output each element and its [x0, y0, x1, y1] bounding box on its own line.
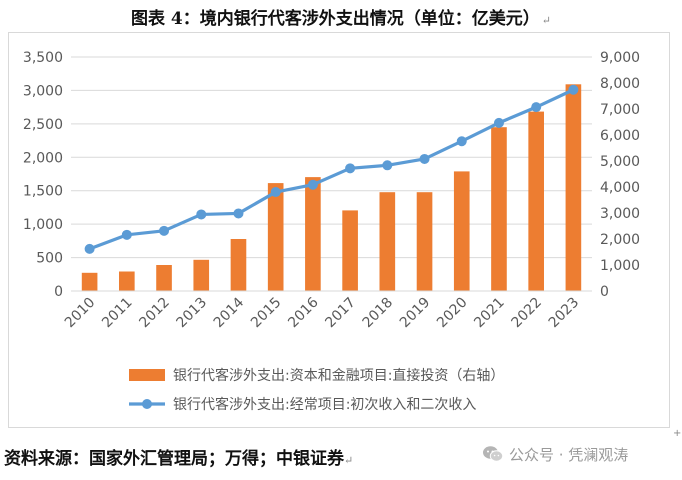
line-point	[456, 136, 467, 147]
corner-mark: +	[673, 428, 682, 439]
y-left-tick-label: 2,000	[23, 150, 63, 166]
bar	[305, 177, 321, 291]
bar	[491, 127, 507, 291]
paragraph-mark: ↵	[344, 454, 354, 467]
y-right-tick-label: 1,000	[600, 258, 640, 274]
line-point	[419, 153, 430, 164]
line-point	[196, 209, 207, 220]
x-tick-label: 2012	[136, 295, 173, 332]
x-tick-label: 2017	[322, 295, 359, 332]
source-text: 资料来源：国家外汇管理局；万得；中银证券	[4, 449, 344, 469]
x-tick-label: 2011	[99, 295, 136, 332]
legend-swatch-bar	[129, 369, 165, 381]
y-right-tick-label: 7,000	[600, 102, 640, 118]
chart-frame: 0 500 1,000 1,500 2,000 2,500 3,000 3,500 0 1,00…	[8, 32, 670, 428]
bar	[453, 171, 470, 291]
y-left-tick-label: 500	[36, 251, 63, 267]
bar	[565, 84, 582, 291]
y-right-tick-label: 8,000	[600, 76, 640, 92]
y-right-tick-label: 6,000	[600, 128, 640, 144]
bar	[81, 272, 98, 291]
x-tick-label: 2013	[174, 295, 211, 332]
x-tick-label: 2018	[360, 295, 397, 332]
x-tick-label: 2020	[434, 295, 471, 332]
y-right-tick-label: 4,000	[600, 180, 640, 196]
line-point	[382, 160, 393, 171]
x-axis: 2010 2011 2012 2013 2014 2015 2016 2017 2018 2019…	[62, 290, 592, 332]
line-point	[159, 225, 170, 236]
watermark: 公众号 · 凭澜观涛	[482, 444, 628, 464]
paragraph-mark: ↵	[541, 14, 551, 27]
x-tick-label: 2019	[397, 295, 434, 332]
y-right-tick-label: 5,000	[600, 154, 640, 170]
x-tick-label: 2014	[211, 294, 248, 331]
legend-swatch-marker	[142, 399, 152, 409]
line-point	[121, 229, 132, 240]
bar	[528, 111, 544, 291]
y-axis-left: 0 500 1,000 1,500 2,000 2,500 3,000 3,500	[23, 50, 63, 300]
x-tick-label: 2016	[285, 294, 322, 331]
chart-title: 图表 4：境内银行代客涉外支出情况（单位：亿美元） ↵	[0, 4, 682, 29]
y-left-tick-label: 1,000	[23, 217, 63, 233]
bar-series	[81, 84, 582, 291]
y-left-tick-label: 1,500	[23, 184, 63, 200]
bar	[416, 192, 433, 291]
y-right-tick-label: 2,000	[600, 232, 640, 248]
chart: 0 500 1,000 1,500 2,000 2,500 3,000 3,500 0 1,00…	[23, 50, 640, 413]
bar	[119, 271, 135, 291]
line-point	[345, 163, 356, 174]
y-left-tick-label: 3,000	[23, 83, 63, 99]
y-axis-right: 0 1,000 2,000 3,000 4,000 5,000 6,000 7,000 8,00…	[600, 50, 640, 300]
gridlines	[71, 56, 592, 292]
y-right-tick-label: 0	[600, 284, 609, 300]
x-tick-label: 2015	[248, 295, 285, 332]
y-left-tick-label: 3,500	[23, 50, 63, 66]
bar	[379, 192, 396, 291]
legend-label-bar: 银行代客涉外支出:资本和金融项目:直接投资（右轴）	[173, 367, 504, 384]
source-note: 资料来源：国家外汇管理局；万得；中银证券↵	[4, 444, 474, 469]
legend: 银行代客涉外支出:资本和金融项目:直接投资（右轴） 银行代客涉外支出:经常项目:初…	[129, 367, 504, 413]
wechat-icon	[483, 446, 504, 462]
watermark-text: 公众号 · 凭澜观涛	[509, 445, 629, 464]
chart-title-text: 图表 4：境内银行代客涉外支出情况（单位：亿美元）	[131, 9, 540, 29]
line-point	[270, 187, 281, 198]
y-left-tick-label: 2,500	[23, 117, 63, 133]
bar	[230, 239, 247, 291]
y-left-tick-label: 0	[54, 284, 63, 300]
bar	[193, 259, 210, 291]
y-right-tick-label: 9,000	[600, 50, 640, 66]
x-tick-label: 2010	[62, 295, 99, 332]
line-point	[307, 179, 318, 190]
y-right-tick-label: 3,000	[600, 206, 640, 222]
bar	[156, 265, 172, 291]
bar	[267, 183, 284, 291]
legend-label-line: 银行代客涉外支出:经常项目:初次收入和二次收入	[173, 396, 476, 413]
line-point	[493, 117, 504, 128]
x-tick-label: 2023	[546, 295, 583, 332]
x-tick-label: 2022	[508, 295, 545, 332]
line-point	[531, 102, 542, 113]
x-tick-label: 2021	[471, 295, 508, 332]
line-point	[233, 208, 244, 219]
series-line	[89, 88, 575, 251]
bar	[342, 210, 358, 291]
line-point	[568, 84, 579, 95]
line-series	[84, 84, 579, 254]
line-point	[84, 243, 95, 254]
